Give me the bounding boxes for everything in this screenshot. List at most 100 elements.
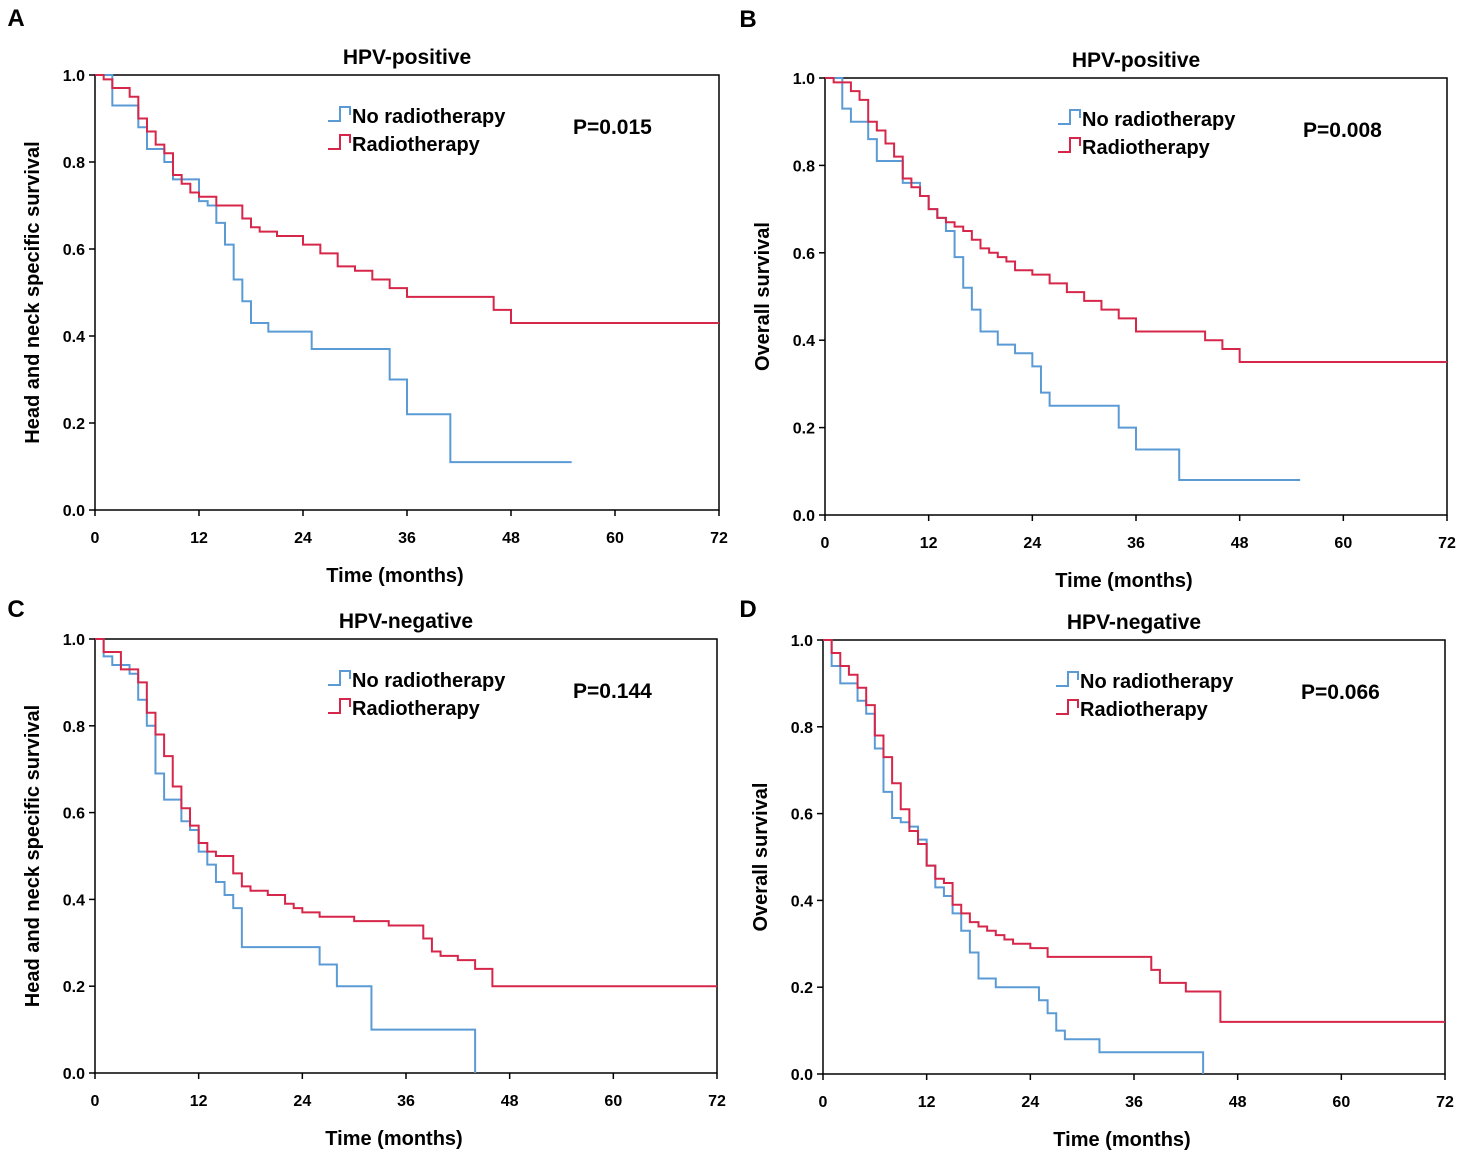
y-tick-label: 0.6 [791, 807, 813, 824]
y-tick-label: 0.8 [63, 719, 85, 736]
legend-symbol-radiotherapy [328, 698, 351, 714]
x-tick-label: 12 [918, 1094, 936, 1111]
y-tick-label: 0.8 [793, 158, 815, 175]
y-tick-label: 0.6 [793, 246, 815, 263]
radiotherapy-curve [95, 638, 717, 988]
radiotherapy-curve [95, 74, 719, 324]
y-tick-label: 0.4 [63, 892, 85, 909]
x-tick-label: 72 [1438, 535, 1456, 552]
legend-label: No radiotherapy [1082, 109, 1236, 131]
x-tick-label: 72 [708, 1093, 726, 1110]
y-tick-label: 0.4 [791, 893, 813, 910]
legend-symbol-radiotherapy [328, 134, 351, 150]
x-tick-label: 0 [821, 535, 830, 552]
chart-title: HPV-positive [1072, 49, 1200, 72]
x-tick-label: 36 [1125, 1094, 1143, 1111]
y-tick-label: 0.2 [793, 421, 815, 438]
legend-symbol-no-radiotherapy [1058, 109, 1081, 125]
legend-symbol-radiotherapy [1056, 699, 1079, 715]
x-tick-label: 60 [606, 530, 624, 547]
x-tick-label: 36 [1127, 535, 1145, 552]
panel-b: B HPV-positive 0 12 24 36 48 60 72 0.0 0.2 0.4 0.6 0.… [739, 6, 1456, 592]
x-tick-label: 0 [91, 530, 100, 547]
legend-symbol-no-radiotherapy [328, 670, 351, 686]
chart-title: HPV-negative [339, 610, 473, 633]
y-tick-label: 0.0 [63, 503, 85, 520]
legend-symbol-no-radiotherapy [328, 106, 351, 122]
x-tick-label: 36 [397, 1093, 415, 1110]
no-radiotherapy-curve [825, 77, 1301, 482]
legend-label: Radiotherapy [1082, 137, 1211, 159]
x-tick-label: 24 [294, 530, 312, 547]
p-value: P=0.015 [573, 116, 652, 139]
panel-letter: A [7, 5, 24, 32]
p-value: P=0.008 [1303, 119, 1382, 142]
x-tick-label: 24 [293, 1093, 311, 1110]
y-tick-label: 0.8 [791, 720, 813, 737]
panel-d: D HPV-negative 0 12 24 36 48 60 72 0.0 0.2 0.4 0.6 0.… [739, 596, 1454, 1151]
radiotherapy-curve [823, 639, 1445, 1023]
legend-label: No radiotherapy [1080, 671, 1234, 693]
x-tick-label: 0 [91, 1093, 100, 1110]
y-tick-label: 0.4 [63, 329, 85, 346]
x-axis-label: Time (months) [1053, 1129, 1190, 1151]
y-tick-label: 1.0 [63, 632, 85, 649]
legend-label: Radiotherapy [1080, 699, 1209, 721]
x-tick-label: 72 [1436, 1094, 1454, 1111]
y-tick-label: 0.8 [63, 155, 85, 172]
panel-letter: D [739, 596, 756, 623]
panel-a: A HPV-positive 0 12 24 36 48 60 72 0.0 0.2 0.4 0.6 0.… [7, 5, 728, 587]
y-axis-label: Overall survival [750, 783, 772, 932]
no-radiotherapy-curve [823, 639, 1205, 1074]
x-tick-label: 60 [1332, 1094, 1350, 1111]
x-tick-label: 12 [190, 1093, 208, 1110]
p-value: P=0.144 [573, 680, 652, 703]
x-tick-label: 48 [1231, 535, 1249, 552]
panel-c: C HPV-negative 0 12 24 36 48 60 72 0.0 0.2 0.4 0.6 0.… [7, 596, 726, 1150]
x-tick-label: 12 [190, 530, 208, 547]
y-tick-label: 0.4 [793, 333, 815, 350]
y-tick-label: 0.0 [793, 508, 815, 525]
legend-label: No radiotherapy [352, 106, 506, 128]
x-tick-label: 24 [1021, 1094, 1039, 1111]
y-tick-label: 0.6 [63, 806, 85, 823]
x-axis-label: Time (months) [326, 565, 463, 587]
y-tick-label: 0.2 [791, 980, 813, 997]
y-tick-label: 0.0 [63, 1066, 85, 1083]
x-tick-label: 48 [501, 1093, 519, 1110]
y-tick-label: 0.2 [63, 416, 85, 433]
x-axis-label: Time (months) [325, 1128, 462, 1150]
legend-symbol-no-radiotherapy [1056, 671, 1079, 687]
y-axis-label: Overall survival [752, 222, 774, 371]
x-tick-label: 36 [398, 530, 416, 547]
radiotherapy-curve [825, 77, 1447, 364]
p-value: P=0.066 [1301, 681, 1380, 704]
x-axis-label: Time (months) [1055, 570, 1192, 592]
y-tick-label: 0.6 [63, 242, 85, 259]
y-axis-label: Head and neck specific survival [22, 141, 44, 443]
panel-letter: C [7, 596, 24, 623]
chart-title: HPV-positive [343, 46, 471, 69]
x-tick-label: 72 [710, 530, 728, 547]
x-tick-label: 60 [604, 1093, 622, 1110]
x-tick-label: 60 [1334, 535, 1352, 552]
y-tick-label: 1.0 [791, 633, 813, 650]
y-tick-label: 1.0 [63, 68, 85, 85]
legend-symbol-radiotherapy [1058, 137, 1081, 153]
panel-letter: B [739, 6, 756, 33]
y-tick-label: 0.0 [791, 1067, 813, 1084]
y-tick-label: 1.0 [793, 71, 815, 88]
legend-label: Radiotherapy [352, 134, 481, 156]
x-tick-label: 0 [819, 1094, 828, 1111]
legend-label: Radiotherapy [352, 698, 481, 720]
chart-title: HPV-negative [1067, 611, 1201, 634]
no-radiotherapy-curve [95, 74, 572, 464]
x-tick-label: 48 [1229, 1094, 1247, 1111]
y-axis-label: Head and neck specific survival [22, 705, 44, 1007]
x-tick-label: 24 [1023, 535, 1041, 552]
x-tick-label: 48 [502, 530, 520, 547]
x-tick-label: 12 [920, 535, 938, 552]
y-tick-label: 0.2 [63, 979, 85, 996]
legend-label: No radiotherapy [352, 670, 506, 692]
